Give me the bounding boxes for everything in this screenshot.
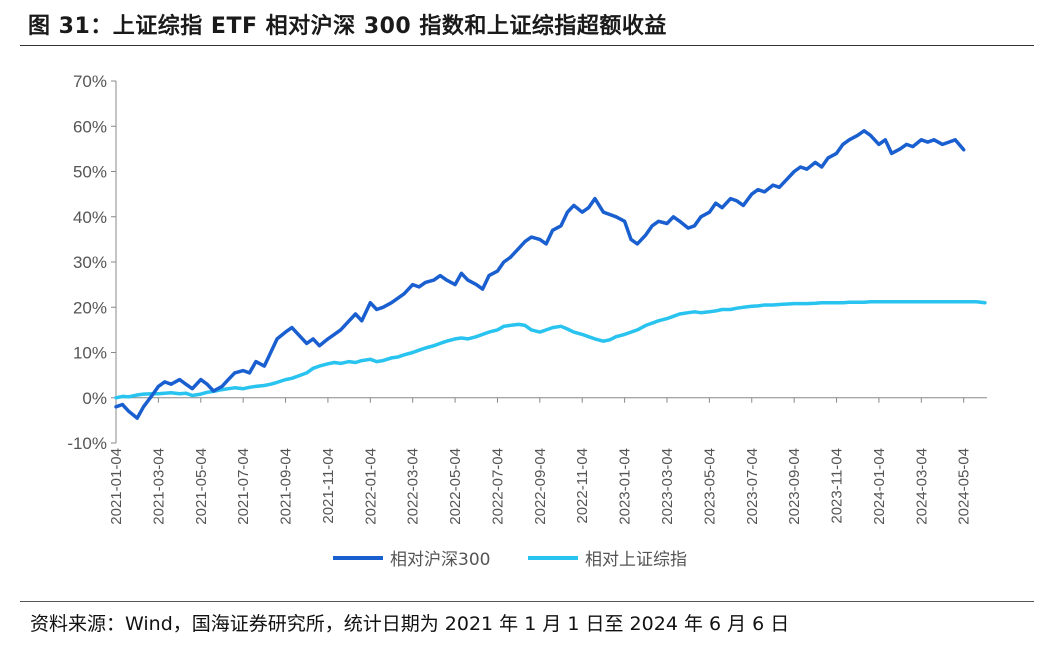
x-tick-label: 2023-11-04 — [829, 448, 846, 524]
series-line-1 — [114, 129, 966, 420]
x-tick-label: 2022-09-04 — [532, 448, 549, 525]
y-tick-label: 20% — [73, 298, 107, 317]
x-tick-label: 2021-05-04 — [193, 448, 210, 525]
source-divider — [20, 601, 1034, 602]
y-tick-label: 40% — [73, 208, 107, 227]
y-tick-label: 10% — [73, 344, 107, 363]
x-tick-label: 2021-01-04 — [108, 448, 125, 525]
line-chart: -10%0%10%20%30%40%50%60%70% 2021-01-04 20… — [67, 72, 987, 570]
x-tick-label: 2024-05-04 — [956, 448, 973, 525]
x-tick-label: 2024-03-04 — [913, 448, 930, 525]
source-note: 资料来源：Wind，国海证券研究所，统计日期为 2021 年 1 月 1 日至 … — [30, 613, 790, 635]
y-tick-label: -10% — [67, 434, 107, 453]
x-tick-label: 2022-07-04 — [489, 448, 506, 525]
y-tick-label: 50% — [73, 163, 107, 182]
x-tick-label: 2022-05-04 — [447, 448, 464, 525]
y-tick-label: 30% — [73, 253, 107, 272]
x-tick-label: 2023-01-04 — [617, 448, 634, 525]
series-line-2 — [114, 300, 987, 400]
x-tick-label: 2023-03-04 — [659, 448, 676, 525]
x-tick-label: 2022-01-04 — [362, 448, 379, 525]
y-axis: -10% 0% 10% 20% 30% 40% 50% 60% 70% — [67, 72, 117, 453]
legend-label-1: 相对沪深300 — [390, 550, 490, 570]
y-tick-label: 60% — [73, 117, 107, 136]
legend: 相对沪深300 相对上证综指 — [333, 550, 687, 570]
x-tick-label: 2021-03-04 — [150, 448, 167, 525]
chart-title: 图 31：上证综指 ETF 相对沪深 300 指数和上证综指超额收益 — [28, 14, 667, 39]
x-tick-label: 2023-09-04 — [786, 448, 803, 525]
x-tick-label: 2023-07-04 — [744, 448, 761, 525]
series-layer — [114, 129, 987, 420]
x-tick-label: 2022-03-04 — [405, 448, 422, 525]
title-divider — [20, 45, 1034, 46]
x-tick-label: 2021-11-04 — [320, 448, 337, 524]
y-tick-label: 0% — [82, 389, 107, 408]
x-tick-label: 2022-11-04 — [574, 448, 591, 524]
x-axis: 2021-01-04 2021-03-04 2021-05-04 2021-07-04… — [108, 397, 987, 525]
x-tick-label: 2021-09-04 — [278, 448, 295, 525]
x-tick-label: 2021-07-04 — [235, 448, 252, 525]
x-tick-label: 2023-05-04 — [701, 448, 718, 525]
y-tick-label: 70% — [73, 72, 107, 91]
x-tick-label: 2024-01-04 — [871, 448, 888, 525]
legend-label-2: 相对上证综指 — [585, 550, 687, 570]
